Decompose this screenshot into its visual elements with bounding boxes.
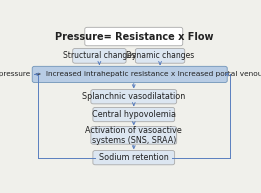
FancyBboxPatch shape	[93, 108, 175, 122]
FancyBboxPatch shape	[85, 27, 183, 46]
Text: Pressure= Resistance x Flow: Pressure= Resistance x Flow	[55, 31, 213, 41]
Text: Central hypovolemia: Central hypovolemia	[92, 110, 176, 119]
Text: Sodium retention: Sodium retention	[99, 153, 169, 162]
FancyBboxPatch shape	[32, 66, 227, 83]
Text: Splanchnic vasodilatation: Splanchnic vasodilatation	[82, 92, 185, 101]
Text: Portal pressure  =  Increased intrahepatic resistance x Increased portal venous : Portal pressure = Increased intrahepatic…	[0, 71, 261, 77]
FancyBboxPatch shape	[135, 48, 185, 63]
FancyBboxPatch shape	[93, 151, 175, 165]
FancyBboxPatch shape	[73, 48, 126, 63]
Text: Structural changes: Structural changes	[63, 51, 136, 60]
FancyBboxPatch shape	[91, 127, 177, 144]
Text: Dynamic changes: Dynamic changes	[126, 51, 194, 60]
Text: Activation of vasoactive
systems (SNS, SRAA): Activation of vasoactive systems (SNS, S…	[85, 126, 182, 145]
FancyBboxPatch shape	[91, 90, 177, 104]
